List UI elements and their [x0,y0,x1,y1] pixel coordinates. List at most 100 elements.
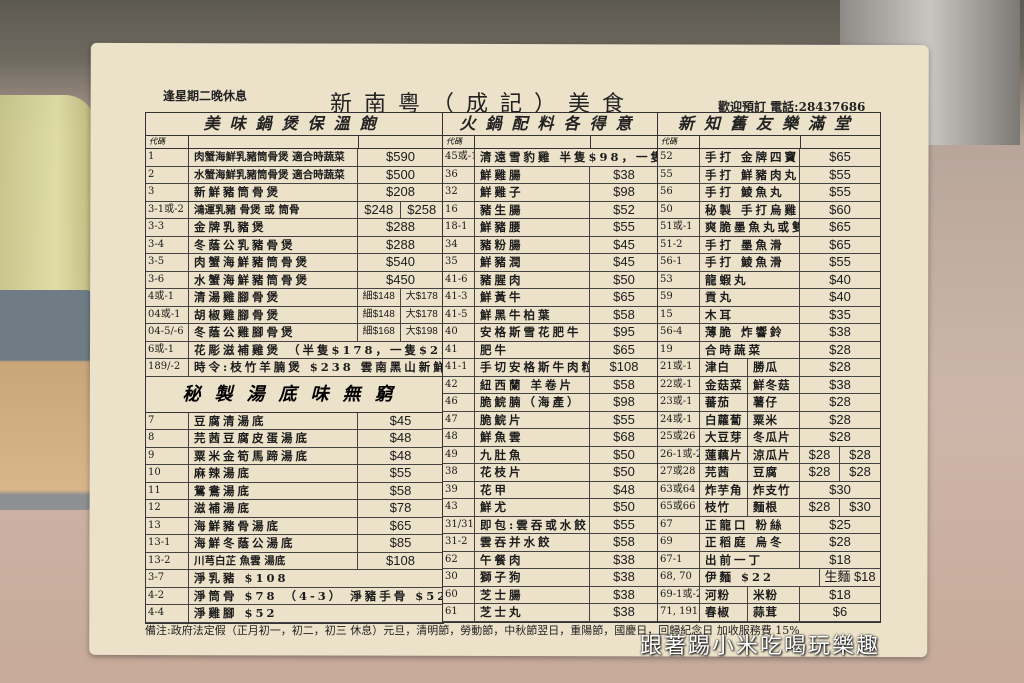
item-price: $38 [613,586,635,602]
item-name: 脆鯇片 [475,411,590,428]
item-name: 胡椒雞腳骨煲 [189,306,358,323]
item-name: 芫茜 [700,464,748,481]
item-code: 6或-1 [146,341,189,358]
menu-item-row: 31-2 雲吞并水餃 $58 [443,534,658,552]
item-price: $28 [800,499,840,516]
item-name: 秘製 手打烏雞丸 [700,201,800,218]
item-name: 伊麵 $22 [700,569,820,586]
item-name: 鴛鴦湯底 [189,482,358,499]
menu-item-row: 46 脆鯇腩（海產） $98 [443,394,658,412]
item-code: 3-7 [146,570,189,587]
menu-item-row: 68, 70 伊麵 $22 生麵 $18 [658,569,880,587]
item-code: 3-3 [146,219,189,236]
item-name: 清遠雪豹雞 半隻$98，一隻$165 [480,150,658,164]
item-price: $38 [829,376,851,392]
menu-item-row: 65或66 枝竹 麵根 $28 $30 [658,499,880,517]
code-header-row: 代碼 [658,136,880,149]
item-price-alt: $30 [849,499,871,514]
item-code: 52 [658,149,700,166]
item-price: $78 [389,500,412,515]
menu-item-row: 67 正龍口 粉絲 $25 [658,516,880,534]
menu-item-row: 9 粟米金筍馬蹄湯底 $48 [146,447,443,465]
item-name: 鮮黃牛 [475,289,590,306]
item-price: $48 [389,447,412,463]
item-name: 粟米金筍馬蹄湯底 [189,447,358,464]
item-code: 41-5 [443,306,475,323]
item-code: 15 [658,306,700,323]
menu-item-row: 62 午餐肉 $38 [443,551,658,569]
item-code: 40 [443,324,475,341]
subsection-title: 秘製湯底味無窮 [146,377,443,413]
item-name: 午餐肉 [475,551,590,568]
menu-item-row: 38 花枝片 $50 [443,464,658,482]
item-price: $40 [829,289,851,304]
item-code: 36 [443,166,475,183]
item-code: 4-2 [146,587,189,604]
item-name: 出前一丁 [700,551,800,568]
menu-item-row: 42 紐西蘭 羊卷片 $58 [443,376,658,394]
item-code: 8 [146,430,189,447]
item-name: 麻辣湯底 [189,465,358,482]
name-header [475,136,591,148]
item-code: 39 [443,481,475,498]
item-price: $48 [613,481,635,497]
menu-item-row: 47 脆鯇片 $55 [443,411,658,429]
item-name: 鮮尤 [475,499,590,516]
item-price: $38 [613,166,635,182]
item-price: $28 [829,341,851,357]
menu-item-row: 8 芫茜豆腐皮蛋湯底 $48 [146,430,443,448]
item-price: $55 [389,465,412,480]
menu-item-row: 189/-2 時令:枝竹羊腩煲 $238 雲南黑山新鮮羊煲 [146,359,443,377]
item-price: $52 [613,201,635,217]
item-code: 38 [443,464,475,481]
item-code: 63或64 [658,481,700,498]
item-name: 芝士丸 [475,604,590,621]
item-name: 九肚魚 [475,446,590,463]
item-name: 春椒 [700,604,748,621]
item-name: 合時蔬菜 [700,341,800,358]
item-price: 細$148 [358,289,401,306]
item-code: 50 [658,201,700,218]
item-name: 木耳 [700,306,800,323]
item-price: $55 [613,219,635,234]
item-name-alt: 麵根 [748,499,800,516]
menu-item-row: 36 鮮雞腸 $38 [443,166,658,184]
item-price: $288 [386,236,415,252]
menu-item-row: 61 芝士丸 $38 [443,604,658,622]
item-code: 56-1 [658,254,700,271]
item-price: $58 [613,534,635,549]
menu-item-row: 21或-1 津白 勝瓜 $28 [658,359,880,377]
item-code: 2 [146,166,189,183]
menu-item-row: 56 手打 鯪魚丸 $55 [658,184,880,202]
menu-item-row: 60 芝士腸 $38 [443,586,658,604]
item-name: 芝士腸 [475,586,590,603]
item-price: $208 [386,184,415,199]
item-code: 13-2 [146,552,189,569]
item-code: 42 [443,376,475,393]
item-price: $55 [613,411,635,427]
menu-item-row: 7 豆腐清湯底 $45 [146,412,443,430]
footer-note: 備注:政府法定假（正月初一，初二，初三 休息）元旦，清明節，勞動節，中秋節翌日，… [145,624,800,637]
item-name-alt: 粟米 [748,411,800,428]
item-code: 13 [146,517,189,534]
item-code: 45或-1 [443,149,475,166]
item-code: 55 [658,166,700,183]
item-name-alt: 薯仔 [748,394,800,411]
menu-item-row: 43 鮮尤 $50 [443,499,658,517]
menu-item-row: 24或-1 白蘿蔔 粟米 $28 [658,411,880,429]
item-name-alt: 涼瓜片 [748,446,800,463]
item-price: $50 [613,499,635,514]
item-price-alt: 大$178 [405,308,438,320]
section-title: 美味鍋煲保溫飽 [146,113,443,136]
item-price: $28 [829,394,851,409]
closing-note: 逢星期二晚休息 [163,89,248,103]
menu-item-row: 16 豬生腸 $52 [443,201,658,219]
item-name: 冬蔭公乳豬骨煲 [189,236,358,253]
item-code: 16 [443,201,475,218]
item-name: 鮮雞子 [475,184,590,201]
menu-item-row: 34 豬粉腸 $45 [443,236,658,254]
item-code: 67 [658,516,700,533]
item-price: $55 [829,254,851,269]
menu-item-row: 11 鴛鴦湯底 $58 [146,482,443,500]
